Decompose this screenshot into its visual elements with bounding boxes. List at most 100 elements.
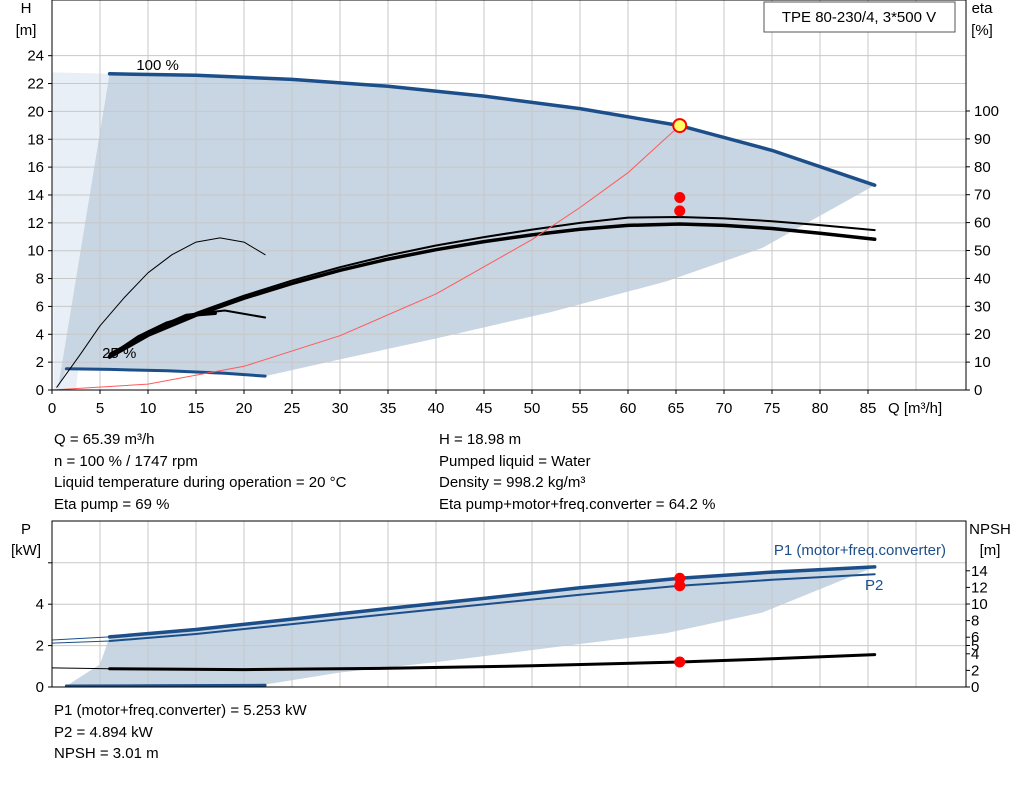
p-axis-unit: [kW] (11, 542, 41, 559)
p-tick-label: 4 (36, 596, 44, 613)
eta-point-marker (674, 191, 686, 203)
h-tick-label: 18 (27, 131, 44, 148)
top-curve-eta-2 (108, 216, 876, 355)
q-tick-label: 80 (812, 400, 829, 417)
h-tick-label: 20 (27, 103, 44, 120)
h-tick-label: 2 (36, 354, 44, 371)
speed-annotation-0: 100 % (136, 57, 179, 74)
bottom-curve-2 (108, 653, 877, 672)
info-top-right: H = 18.98 m Pumped liquid = Water Densit… (439, 429, 715, 515)
q-tick-label: 65 (668, 400, 685, 417)
info-speed: n = 100 % / 1747 rpm (54, 452, 198, 470)
eta-tick-label: 0 (974, 382, 982, 399)
h-tick-label: 24 (27, 48, 44, 65)
bottom-curve-1 (108, 573, 876, 642)
info-top-left: Q = 65.39 m³/h n = 100 % / 1747 rpm Liqu… (54, 429, 346, 515)
info-npsh: NPSH = 3.01 m (54, 745, 159, 762)
info-liquid-temp: Liquid temperature during operation = 20… (54, 474, 347, 491)
npsh-tick-label: 0 (971, 679, 979, 696)
chart-title: TPE 80-230/4, 3*500 V (782, 9, 936, 26)
info-flow: Q = 65.39 m³/h (54, 431, 155, 448)
h-tick-label: 12 (27, 215, 44, 232)
bottom-curve-3 (64, 683, 267, 688)
h-tick-label: 4 (36, 326, 44, 343)
eta-tick-label: 30 (974, 298, 991, 315)
speed-annotation-1: 25 % (102, 345, 136, 362)
top-curve-eta-4 (56, 237, 266, 388)
info-head: H = 18.98 m (439, 431, 522, 448)
q-tick-label: 75 (764, 400, 781, 417)
title-box (763, 1, 956, 33)
npsh-axis-label: NPSH (969, 521, 1011, 538)
eta-tick-label: 90 (974, 131, 991, 148)
h-axis-unit: [m] (16, 22, 37, 39)
p1-low-flow-line (51, 636, 110, 641)
h-tick-label: 8 (36, 271, 44, 288)
p2-legend-label: P2 (865, 577, 883, 594)
bottom-region-fill (66, 566, 875, 686)
top-region-fill (57, 73, 875, 390)
h-tick-label: 0 (36, 382, 44, 399)
npsh-tick-label: 12 (971, 579, 988, 596)
info-p1: P1 (motor+freq.converter) = 5.253 kW (54, 702, 307, 719)
p-tick-label: 2 (36, 638, 44, 655)
h-tick-label: 16 (27, 159, 44, 176)
eta-axis-label: eta (972, 0, 994, 17)
q-tick-label: 5 (96, 400, 104, 417)
q-tick-label: 25 (284, 400, 301, 417)
p-axis-label: P (21, 521, 31, 538)
power-point-marker (674, 580, 686, 592)
power-point-marker (674, 656, 686, 668)
p2-low-flow-line (51, 640, 110, 644)
q-tick-label: 60 (620, 400, 637, 417)
npsh-tick-label: 2 (971, 662, 979, 679)
info-eta-pump: Eta pump = 69 % (54, 495, 170, 513)
top-curve-h-0 (107, 72, 877, 187)
q-tick-label: 45 (476, 400, 493, 417)
q-tick-label: 50 (524, 400, 541, 417)
eta-tick-label: 10 (974, 354, 991, 371)
q-tick-label: 0 (48, 400, 56, 417)
h-tick-label: 14 (27, 187, 44, 204)
q-axis-label: Q [m³/h] (888, 400, 942, 417)
q-tick-label: 35 (380, 400, 397, 417)
info-density: Density = 998.2 kg/m³ (439, 474, 586, 491)
top-curve-h-1 (64, 367, 267, 378)
duty-point-marker (672, 118, 688, 134)
q-tick-label: 70 (716, 400, 733, 417)
q-tick-label: 30 (332, 400, 349, 417)
npsh-tick-label: 14 (971, 563, 988, 580)
q-tick-label: 20 (236, 400, 253, 417)
eta-tick-label: 70 (974, 187, 991, 204)
top-curve-eta-3 (107, 222, 877, 359)
info-eta-total: Eta pump+motor+freq.converter = 64.2 % (439, 495, 716, 513)
info-p2: P2 = 4.894 kW (54, 723, 153, 741)
q-tick-label: 55 (572, 400, 589, 417)
eta-axis-unit: [%] (971, 22, 993, 39)
npsh-low-flow-line (51, 667, 110, 670)
top-curve-eta-6 (107, 311, 217, 359)
eta-tick-label: 100 (974, 103, 999, 120)
eta-tick-label: 40 (974, 270, 991, 287)
eta-point-marker (674, 205, 686, 217)
q-tick-label: 15 (188, 400, 205, 417)
h-axis-label: H (21, 0, 32, 17)
npsh-tick-label: 8 (971, 613, 979, 630)
npsh-tick-label: 4 (971, 646, 979, 663)
p1-legend-label: P1 (motor+freq.converter) (774, 542, 946, 559)
top-region-light (52, 72, 110, 391)
info-bottom: P1 (motor+freq.converter) = 5.253 kW P2 … (54, 700, 307, 765)
q-tick-label: 40 (428, 400, 445, 417)
info-pumped-liquid: Pumped liquid = Water (439, 452, 591, 470)
q-tick-label: 85 (860, 400, 877, 417)
h-tick-label: 6 (36, 298, 44, 315)
p-tick-label: 0 (36, 679, 44, 696)
eta-tick-label: 20 (974, 326, 991, 343)
npsh-axis-unit: [m] (980, 542, 1001, 559)
h-tick-label: 10 (27, 243, 44, 260)
bottom-curve-0 (107, 565, 877, 639)
top-curve-system-7 (51, 125, 681, 391)
eta-tick-label: 80 (974, 159, 991, 176)
